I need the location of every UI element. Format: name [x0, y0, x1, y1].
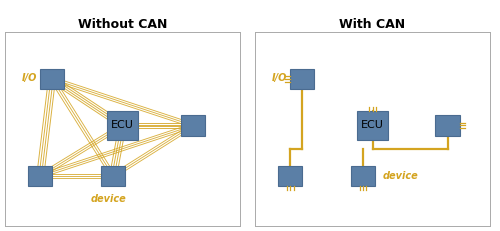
Bar	[101, 166, 126, 186]
Title: Without CAN: Without CAN	[78, 18, 167, 31]
Bar	[181, 116, 205, 136]
Text: device: device	[382, 171, 418, 181]
Text: ECU: ECU	[361, 121, 384, 131]
Bar	[290, 69, 314, 89]
Bar	[107, 111, 138, 140]
Bar	[357, 111, 388, 140]
Text: I/O: I/O	[272, 73, 287, 83]
Text: I/O: I/O	[22, 73, 38, 83]
Text: ECU: ECU	[111, 121, 134, 131]
Bar	[351, 166, 376, 186]
Bar	[28, 166, 52, 186]
Bar	[40, 69, 64, 89]
Title: With CAN: With CAN	[340, 18, 406, 31]
Text: device: device	[90, 194, 126, 204]
Bar	[436, 116, 460, 136]
Bar	[278, 166, 302, 186]
